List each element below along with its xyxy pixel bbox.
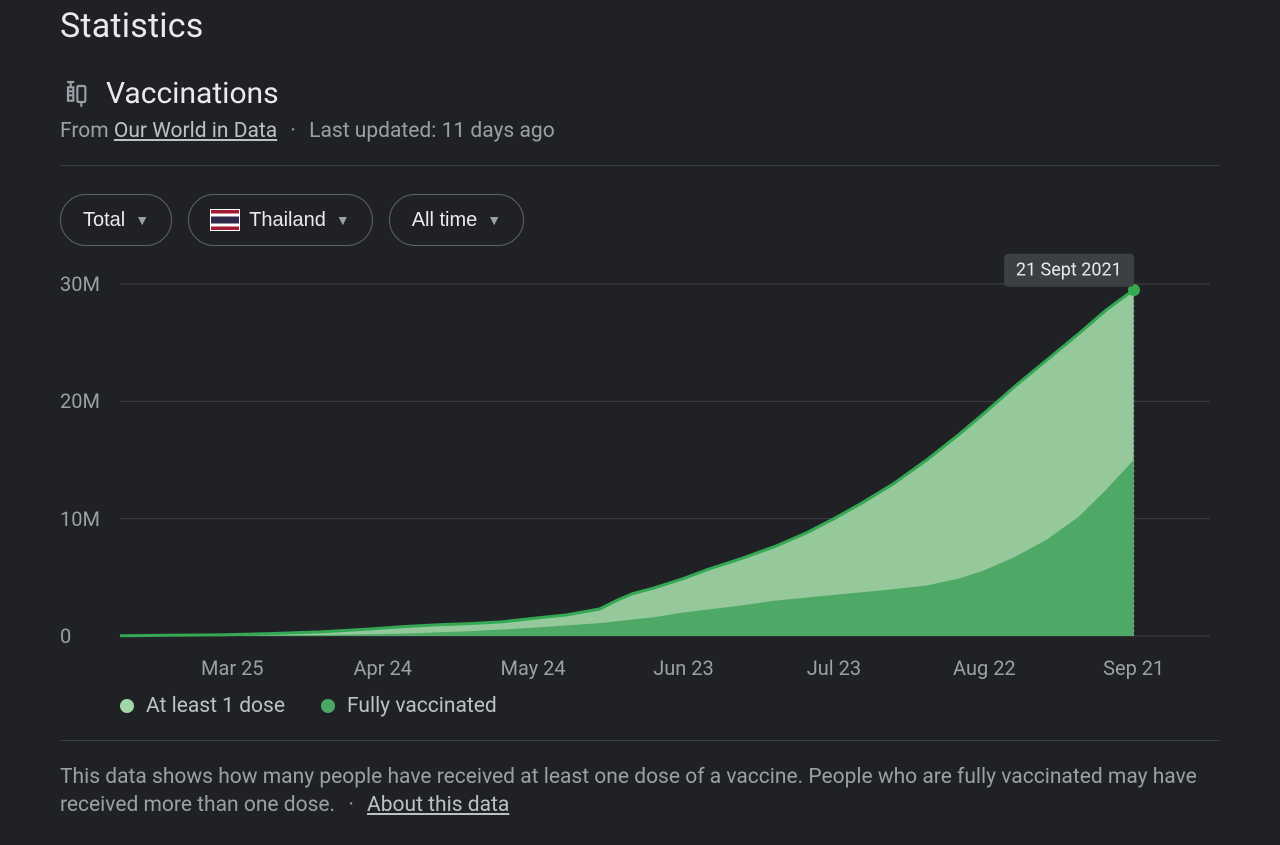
x-axis-label: Sep 21 [1103,656,1164,680]
legend-label: Fully vaccinated [347,694,497,718]
y-axis-label: 10M [60,507,100,531]
y-axis-label: 30M [60,272,100,296]
x-axis-label: Mar 25 [201,656,264,680]
region-dropdown[interactable]: Thailand ▼ [188,194,373,246]
timerange-label: All time [412,209,478,232]
chevron-down-icon: ▼ [487,212,501,228]
legend-label: At least 1 dose [146,694,285,718]
x-axis-label: Apr 24 [353,656,412,680]
date-badge: 21 Sept 2021 [1004,254,1134,287]
chevron-down-icon: ▼ [336,212,350,228]
updated-label: Last updated: 11 days ago [309,119,555,143]
syringe-icon [60,78,92,110]
x-axis-label: May 24 [501,656,566,680]
filter-pills: Total ▼ Thailand ▼ All time ▼ [60,194,1220,246]
legend-swatch [120,699,134,713]
footer-note: This data shows how many people have rec… [60,763,1220,820]
section-title: Vaccinations [106,76,279,111]
from-label: From [60,119,109,143]
about-data-link[interactable]: About this data [367,793,509,817]
x-axis-label: Jun 23 [653,656,714,680]
legend-item: Fully vaccinated [321,694,497,718]
y-axis-label: 0 [60,624,71,648]
y-axis-label: 20M [60,389,100,413]
section-header: Vaccinations [60,76,1220,111]
divider [60,740,1220,741]
timerange-dropdown[interactable]: All time ▼ [389,194,524,246]
region-label: Thailand [249,209,326,232]
legend-swatch [321,699,335,713]
metric-dropdown[interactable]: Total ▼ [60,194,172,246]
separator-dot: · [290,119,296,143]
source-link[interactable]: Our World in Data [114,119,277,143]
x-axis-label: Aug 22 [953,656,1016,680]
metric-label: Total [83,209,125,232]
chart-canvas [60,270,1220,650]
chevron-down-icon: ▼ [135,212,149,228]
thailand-flag-icon [211,210,239,230]
footer-text: This data shows how many people have rec… [60,765,1197,817]
chart-legend: At least 1 dose Fully vaccinated [60,694,1220,718]
x-axis-label: Jul 23 [807,656,861,680]
vaccination-chart[interactable]: 010M20M30M21 Sept 2021Mar 25Apr 24May 24… [60,270,1220,650]
legend-item: At least 1 dose [120,694,285,718]
divider [60,165,1220,166]
subheader: From Our World in Data · Last updated: 1… [60,119,1220,143]
separator-dot: · [348,793,354,817]
page-title: Statistics [60,0,1220,46]
